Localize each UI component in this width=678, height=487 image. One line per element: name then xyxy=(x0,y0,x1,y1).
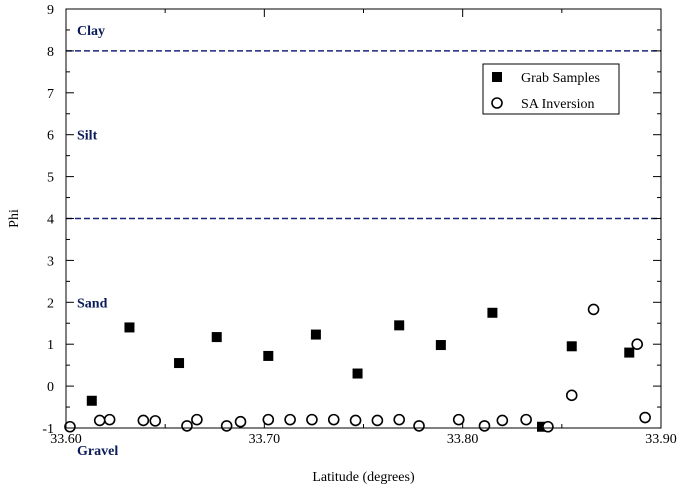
region-labels: Clay Silt Sand Gravel xyxy=(77,24,118,459)
sa-inversion-point xyxy=(587,303,600,316)
legend-square-marker-icon xyxy=(492,72,502,82)
sa-inversion-point xyxy=(137,414,150,427)
grab-sample-point xyxy=(537,421,547,432)
sa-inversion-point xyxy=(181,420,193,432)
region-label-gravel: Gravel xyxy=(77,444,118,459)
legend: Grab Samples SA Inversion xyxy=(482,63,620,115)
legend-box xyxy=(482,63,620,115)
grab-sample-point xyxy=(310,329,321,340)
sa-inversion-point xyxy=(393,413,406,426)
y-tick-label: -1 xyxy=(42,422,54,437)
grab-sample-point xyxy=(211,332,222,343)
x-tick-label: 33.90 xyxy=(645,432,677,447)
sa-inversion-point xyxy=(103,413,116,426)
sa-inversion-point xyxy=(234,415,247,428)
y-tick-label: 1 xyxy=(47,338,54,353)
sa-inversion-point xyxy=(149,415,162,427)
legend-open-circle-marker-icon xyxy=(491,97,503,109)
y-tick-label: 6 xyxy=(47,129,54,144)
x-tick-label: 33.70 xyxy=(249,432,281,447)
y-axis-title: Phi xyxy=(7,209,22,228)
grab-sample-point xyxy=(352,368,363,379)
sa-inversion-point xyxy=(413,420,425,432)
sa-inversion-point xyxy=(93,414,106,427)
grab-sample-point xyxy=(174,358,185,369)
sa-inversion-point xyxy=(371,414,384,427)
y-tick-label: 5 xyxy=(47,171,54,186)
sa-inversion-point xyxy=(452,413,465,426)
y-tick-label: 7 xyxy=(47,87,54,102)
sa-inversion-point xyxy=(639,411,651,424)
sa-inversion-point xyxy=(478,420,491,432)
sa-inversion-point xyxy=(284,413,296,426)
legend-label-sa-inversion: SA Inversion xyxy=(521,97,595,112)
y-tick-label: 0 xyxy=(47,380,54,395)
grab-sample-point xyxy=(566,341,577,352)
x-axis-ticks: 33.60 33.70 33.80 33.90 xyxy=(50,9,677,447)
sa-inversion-point xyxy=(64,420,76,433)
grab-sample-point xyxy=(86,395,97,406)
y-tick-label: 4 xyxy=(47,213,54,228)
reference-lines xyxy=(66,50,661,220)
data-points xyxy=(64,303,651,433)
sa-inversion-point xyxy=(191,413,203,426)
grab-sample-point xyxy=(487,307,498,318)
y-tick-label: 2 xyxy=(47,296,54,311)
sa-inversion-point xyxy=(496,414,509,427)
y-tick-label: 8 xyxy=(47,45,54,60)
sa-inversion-point xyxy=(542,420,554,433)
plot-frame xyxy=(65,8,662,429)
x-tick-label: 33.80 xyxy=(447,432,479,447)
sa-inversion-point xyxy=(349,414,362,427)
legend-label-grab-samples: Grab Samples xyxy=(521,71,600,86)
grab-sample-point xyxy=(624,347,635,358)
grab-sample-point xyxy=(124,322,135,333)
sa-inversion-point xyxy=(306,413,318,426)
x-axis-title: Latitude (degrees) xyxy=(312,470,415,485)
sa-inversion-point xyxy=(520,413,532,426)
region-label-silt: Silt xyxy=(77,129,98,144)
sa-inversion-point xyxy=(327,413,340,426)
sa-inversion-point xyxy=(220,420,233,432)
sa-inversion-point xyxy=(565,389,578,402)
grab-sample-point xyxy=(394,320,405,331)
sa-inversion-point xyxy=(631,338,644,351)
x-tick-label: 33.60 xyxy=(50,432,82,447)
grab-sample-point xyxy=(263,350,274,361)
y-tick-label: 3 xyxy=(47,254,54,269)
region-label-sand: Sand xyxy=(77,296,108,311)
y-tick-label: 9 xyxy=(47,3,54,18)
sa-inversion-point xyxy=(262,413,275,426)
grab-sample-point xyxy=(435,340,446,351)
region-label-clay: Clay xyxy=(77,24,105,39)
